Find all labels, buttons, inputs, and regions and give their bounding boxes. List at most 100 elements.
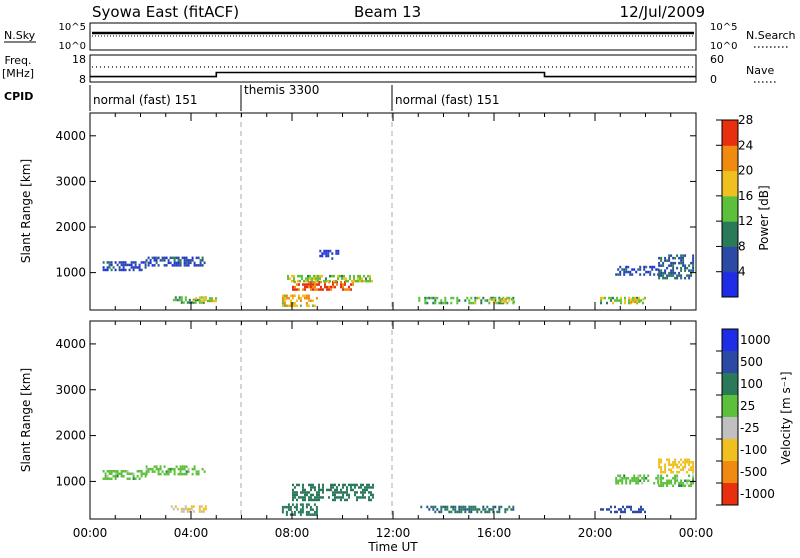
data-cell [498,298,501,301]
data-cell [126,472,129,475]
data-cell [132,475,135,478]
data-cell [635,477,638,480]
data-cell [304,488,306,492]
data-cell [676,471,679,474]
data-cell [678,274,681,277]
data-cell [668,256,671,260]
data-cell [102,470,105,473]
power-colorbar-ticks: 4 8 12 16 20 24 28 [716,113,753,279]
data-cell [619,474,622,477]
cpid-label: CPID [4,90,33,103]
data-cell [203,470,206,473]
data-cell [314,498,316,502]
power-colorbar-swatch [722,145,738,172]
data-cell [332,498,334,502]
data-cell [292,496,294,499]
data-cell [608,296,610,300]
data-cell [341,274,343,278]
data-cell [328,496,330,499]
data-cell [128,472,131,475]
data-cell [184,298,187,302]
data-cell [122,261,125,264]
data-cell [686,479,689,482]
velocity-data-layer [102,458,695,516]
data-cell [352,483,354,487]
data-cell [287,505,290,509]
data-cell [678,461,681,464]
data-cell [186,507,189,511]
data-cell [468,301,471,305]
data-cell [314,288,316,291]
data-cell [294,486,296,489]
data-cell [316,498,318,502]
data-cell [197,470,200,473]
data-cell [658,276,661,280]
data-cell [508,505,511,509]
data-cell [193,264,196,267]
data-cell [163,256,166,260]
data-cell [360,483,362,487]
data-cell [498,296,501,300]
power-colorbar-label: Power [dB] [757,185,771,250]
data-cell [205,297,207,300]
data-cell [335,249,338,253]
data-cell [142,261,145,264]
data-cell [312,493,314,497]
station-title: Syowa East (fitACF) [92,3,239,21]
data-cell [322,486,324,489]
data-cell [482,505,485,509]
data-cell [321,274,323,278]
data-cell [203,261,206,265]
y-tick-label: 1000 [55,266,86,280]
data-cell [688,474,691,477]
data-cell [672,484,675,487]
data-cell [502,296,505,300]
data-cell [144,261,147,264]
data-cell [617,482,620,485]
data-cell [145,465,148,468]
data-cell [289,277,291,280]
data-cell [184,507,187,511]
data-cell [356,491,358,494]
data-cell [175,465,178,468]
data-cell [684,254,687,257]
data-cell [660,482,663,485]
data-cell [175,256,178,260]
x-tick-label: 04:00 [174,526,209,540]
velocity-colorbar-tick-label: -100 [740,443,767,457]
data-cell [680,479,683,482]
data-cell [299,304,302,307]
data-cell [464,299,467,302]
data-cell [110,261,113,264]
data-cell [307,277,309,280]
data-cell [303,279,305,283]
nsky-tick-bottom: 10^0 [59,41,86,52]
data-cell [316,496,318,499]
data-cell [636,296,638,300]
data-cell [108,477,111,480]
data-cell [640,508,642,511]
data-cell [334,488,336,492]
data-cell [163,465,166,468]
data-cell [173,470,176,473]
data-cell [342,285,344,289]
data-cell [311,304,314,307]
data-cell [296,288,298,291]
data-cell [658,466,661,469]
data-cell [478,508,481,511]
data-cell [291,274,293,278]
data-cell [305,505,308,509]
data-cell [145,472,148,476]
data-cell [362,488,364,492]
data-cell [655,268,658,271]
data-cell [114,475,117,478]
data-cell [657,479,660,482]
data-cell [476,296,479,300]
data-cell [322,488,324,492]
data-cell [672,266,675,270]
data-cell [191,259,194,262]
data-cell [637,268,640,271]
freq-series [90,71,696,78]
data-cell [188,507,191,511]
data-cell [353,279,355,283]
